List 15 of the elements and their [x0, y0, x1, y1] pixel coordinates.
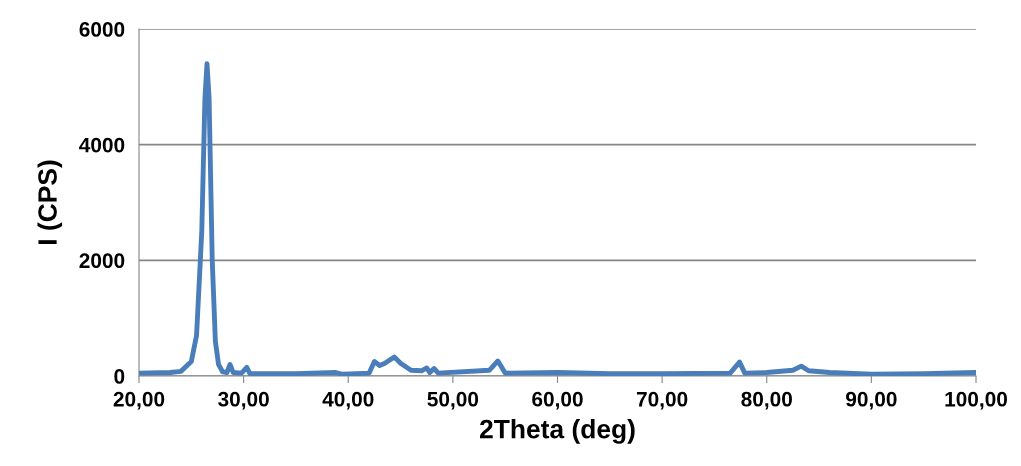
- x-tick-label: 40,00: [322, 391, 374, 410]
- x-tick-label: 50,00: [427, 391, 479, 410]
- y-tick-label: 6000: [79, 22, 125, 37]
- x-axis-title: 2Theta (deg): [479, 419, 635, 444]
- x-tick-label: 70,00: [636, 391, 688, 410]
- x-tick-label: 30,00: [218, 391, 269, 410]
- x-tick-label: 20,00: [113, 391, 165, 410]
- x-tick-label: 90,00: [846, 391, 897, 410]
- y-tick-label: 4000: [79, 137, 125, 153]
- x-tick-label: 100,00: [945, 391, 1008, 410]
- x-tick-label: 60,00: [532, 391, 583, 410]
- y-tick-label: 0: [114, 369, 125, 384]
- x-tick-label: 80,00: [741, 391, 792, 410]
- y-tick-label: 2000: [79, 253, 125, 269]
- y-axis-title: I (CPS): [37, 160, 63, 244]
